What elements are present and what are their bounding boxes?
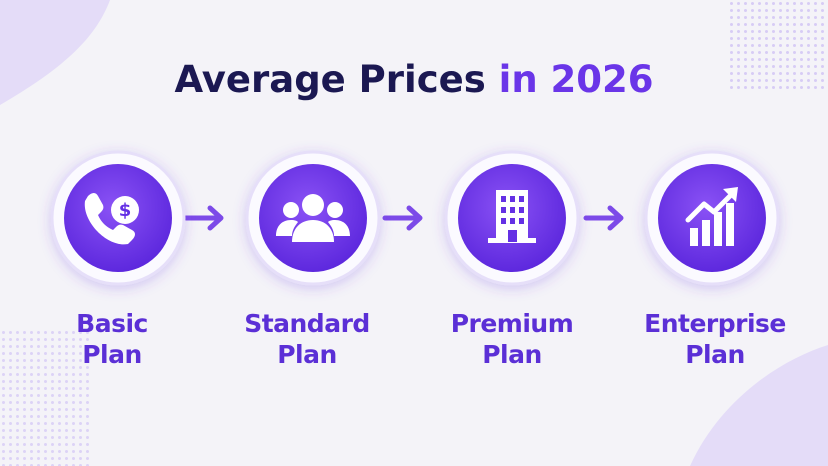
decor-blob [690,345,828,466]
step: Premium Plan [444,150,580,369]
decor-blob [0,0,110,105]
step-label: Enterprise [644,309,786,338]
step-label: Plan [277,340,337,369]
arrow [382,205,423,231]
step: Standard Plan [244,150,381,369]
title-main: Average Prices [174,58,485,101]
arrow [183,205,224,231]
arrow [583,205,624,231]
title: Average Prices in 2026 [174,58,653,101]
step-label: Plan [685,340,745,369]
icon-phone-dollar: $ [84,193,139,245]
svg-text:$: $ [119,200,132,221]
decor-dots [730,0,828,90]
arrows [183,205,624,231]
step: $ Basic Plan [50,150,186,369]
step-label: Plan [482,340,542,369]
icon-growth [685,187,738,246]
icon-people [276,194,350,242]
title-highlight: in 2026 [499,58,654,101]
step-label: Plan [82,340,142,369]
step-label: Basic [76,309,148,338]
step-label: Standard [244,309,370,338]
decor-dots [0,330,90,466]
icon-circle [658,164,766,272]
icon-building [488,190,536,243]
step-label: Premium [451,309,574,338]
step: Enterprise Plan [644,150,786,369]
icon-circle [259,164,367,272]
